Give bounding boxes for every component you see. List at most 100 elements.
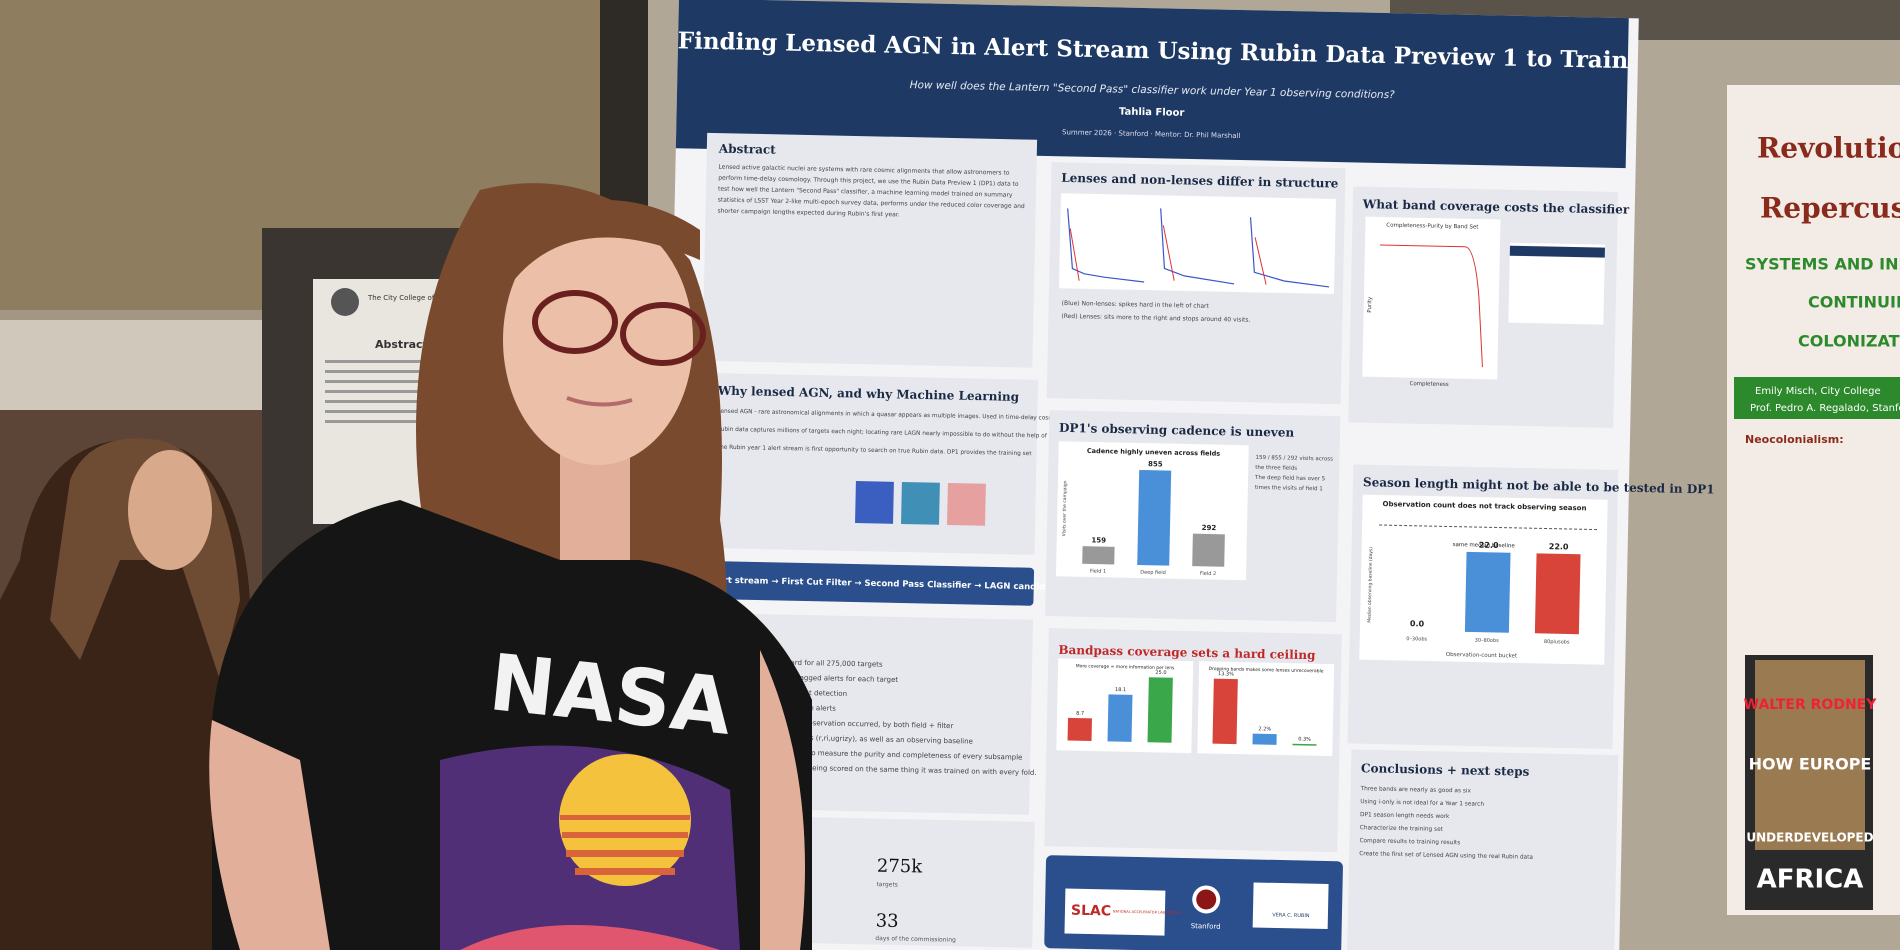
band-heading: What band coverage costs the classifier [1362,197,1630,217]
sample-stat-label: days of the commissioning [875,935,956,944]
conclusion-bullet: Three bands are nearly as good as six [1360,786,1472,794]
poster-header [675,0,1629,169]
season-value: 22.0 [1549,542,1569,551]
method-line: nd tagged alerts for each target [786,674,899,684]
cadence-bar [1082,546,1115,565]
season-value: 22.0 [1479,541,1499,550]
logo-rubin: VERA C. RUBIN [1272,912,1310,919]
method-line: samples (r,ri,ugrizy), as well as an obs… [784,734,973,746]
cadence-bar [1137,469,1172,566]
conclusion-bullet: Characterize the training set [1360,825,1444,833]
season-bar [1534,553,1581,635]
poster-meta: Summer 2026 · Stanford · Mentor: Dr. Phi… [1062,128,1241,140]
left-poster-heading: Abstract [375,338,428,351]
logo-slac: SLAC [1071,903,1111,920]
cadence-bar [1192,533,1225,567]
season-annotation: same median baseline [1453,542,1516,549]
cadence-note: times the visits of field 1 [1255,485,1323,492]
shirt-hills [460,925,720,950]
poster-author: Tahlia Floor [1119,106,1185,118]
bandpass-bar [1252,733,1277,745]
method-line: each observation occurred, by both field… [785,719,954,731]
book-image [1755,660,1865,850]
band-chart [1362,216,1501,380]
right-poster-subtitle: COLONIZATI [1798,332,1900,351]
cadence-value: 159 [1091,536,1106,544]
method-line: without detection [785,689,847,698]
bandpass-bar [1067,717,1092,742]
logo-box [1252,882,1329,930]
bandpass-left-title: More coverage = more information per len… [1076,663,1175,671]
right-poster-title: Revolutions [1757,132,1900,165]
bangs [500,200,700,300]
left-poster-institution: The City College of New York [367,294,470,302]
season-reference [1379,524,1600,531]
right-poster-subtitle: SYSTEMS AND INDIV [1745,255,1900,274]
bandpass-value: 25.0 [1155,670,1166,676]
cadence-note: The deep field has over 5 [1254,475,1326,482]
conclusions-heading: Conclusions + next steps [1361,761,1530,779]
book-author: WALTER RODNEY [1744,697,1878,713]
right-poster-authors: Prof. Pedro A. Regalado, Stanford [1750,403,1900,414]
bandpass-right-title: Dropping bands makes some lenses unrecov… [1208,666,1323,674]
bandpass-value: 0.3% [1298,736,1311,742]
logo-box [1064,888,1166,936]
sample-stat: 33 [875,911,898,932]
season-value: 0.0 [1410,619,1425,628]
cadence-category: Deep field [1140,570,1166,577]
lenses-curves-red [1069,225,1267,285]
lens-image [855,481,894,524]
conclusion-bullet: Create the first set of Lensed AGN using… [1359,851,1533,861]
arm [209,720,330,950]
glasses-lens [532,290,618,354]
left-poster-text [325,360,460,423]
book-title: HOW EUROPE [1749,755,1872,774]
bandpass-bar [1212,678,1238,745]
pipeline-bar [709,561,1035,606]
right-poster-authors: Emily Misch, City College [1755,386,1881,397]
logo-slac-sub: NATIONAL ACCELERATOR LABORATORY [1113,910,1182,915]
band-table-header [1509,245,1605,258]
shirt-sun-stripes [560,815,690,875]
logo-stanford: Stanford [1191,922,1221,931]
lens-image [947,482,986,526]
band-x-label: Completeness [1409,381,1448,388]
season-x-label: Observation-count bucket [1446,652,1518,660]
glasses-lens [620,302,706,366]
logo-seal-inner [1196,889,1217,910]
cadence-y-label: Visits over the campaign [1061,480,1068,536]
season-bar [1464,551,1511,633]
bandpass-value: 18.1 [1115,687,1126,693]
method-line: gard for all 275,000 targets [786,659,883,669]
sample-stat: 275k [877,856,924,878]
lenses-note: (Blue) Non-lenses: spikes hard in the le… [1062,300,1210,310]
abstract-heading: Abstract [718,142,777,157]
season-category: 0–30obs [1406,636,1427,642]
conclusion-bullet: DP1 season length needs work [1360,812,1450,820]
lenses-heading: Lenses and non-lenses differ in structur… [1061,171,1339,191]
conclusion-bullet: Compare results to training results [1359,838,1460,846]
conclusions-panel [1347,749,1619,950]
bandpass-bar [1107,694,1133,742]
cadence-value: 292 [1202,524,1217,532]
sample-stat-label: targets [876,881,898,888]
season-category: 30–80obs [1475,638,1500,645]
right-poster-title: Repercussio [1760,192,1900,225]
bg-person-face [128,450,212,570]
neck [560,450,630,560]
lenses-note: (Red) Lenses: sits more to the right and… [1061,313,1250,324]
poster: Finding Lensed AGN in Alert Stream Using… [659,0,1715,950]
arm [760,650,805,950]
book-title: UNDERDEVELOPED [1746,831,1873,845]
abstract-line: shorter campaign lengths expected during… [717,208,899,219]
cadence-value: 855 [1148,460,1163,468]
right-poster-author-bar [1734,377,1900,419]
cadence-category: Field 2 [1200,571,1216,577]
bandpass-value: 2.2% [1258,726,1271,732]
bandpass-value: 8.7 [1076,711,1084,717]
cadence-note: the three fields [1255,465,1297,472]
lenses-chart [1058,193,1336,295]
sample-panel [741,815,1035,948]
window [0,320,270,410]
lens-image [901,482,940,525]
